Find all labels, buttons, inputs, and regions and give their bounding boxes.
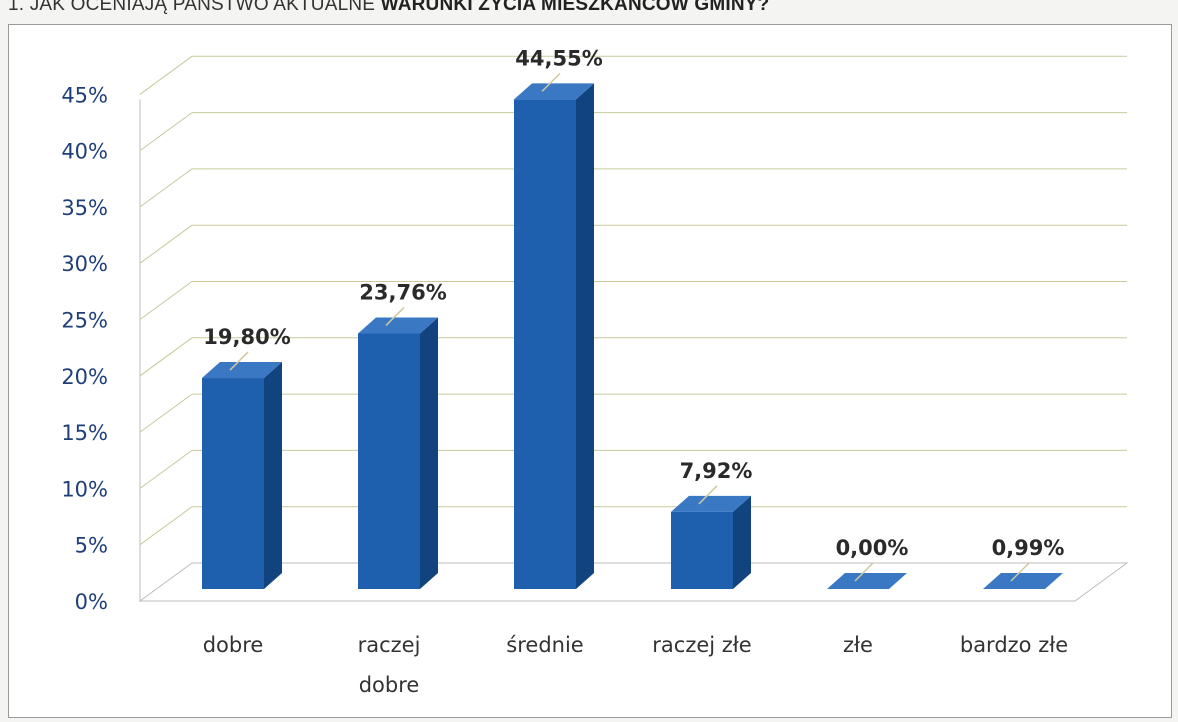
category-label: raczej złe: [652, 633, 751, 657]
leader-line: [1010, 562, 1030, 582]
gridline-diagonal: [139, 337, 193, 377]
y-tick-label: 0%: [75, 590, 108, 614]
bar-front: [202, 378, 264, 589]
y-axis-ticks: 0% 5% 10% 15% 20% 25% 30% 35% 40% 45%: [61, 83, 108, 614]
category-label-line: średnie: [506, 633, 583, 657]
bar: [671, 495, 751, 589]
y-tick-label: 15%: [61, 421, 108, 445]
bar: [827, 573, 907, 589]
bar-top: [514, 83, 594, 100]
category-label-line: dobre: [359, 673, 420, 697]
data-label: 19,80%: [203, 325, 290, 349]
bars: [202, 83, 1063, 589]
category-label-line: raczej: [358, 633, 421, 657]
grid-layer: [138, 55, 1129, 602]
data-label: 7,92%: [680, 459, 753, 483]
leader-line: [229, 351, 249, 371]
category-label-line: złe: [843, 633, 873, 657]
category-label: raczej dobre: [358, 633, 421, 697]
data-label: 44,55%: [515, 46, 602, 70]
data-label: 23,76%: [359, 280, 446, 304]
bar-side: [420, 317, 438, 589]
gridline-diagonal: [139, 281, 193, 320]
data-label: 0,99%: [992, 536, 1065, 560]
category-label-line: bardzo złe: [960, 633, 1068, 657]
page-heading: 1. JAK OCENIAJĄ PAŃSTWO AKTUALNE WARUNKI…: [8, 0, 769, 16]
leader-line: [541, 72, 561, 92]
floor-plane: [138, 562, 1129, 602]
leader-line: [854, 562, 874, 582]
bar: [514, 83, 594, 589]
gridline-diagonal: [139, 224, 193, 264]
page-heading-bold: WARUNKI ŻYCIA MIESZKAŃCÓW GMINY?: [380, 0, 770, 15]
category-label: bardzo złe: [960, 633, 1068, 657]
bar: [983, 573, 1063, 589]
gridline-diagonal: [139, 393, 193, 433]
bar-top: [671, 495, 751, 512]
category-label-line: dobre: [203, 633, 264, 657]
bar-top: [358, 317, 438, 334]
gridline-diagonal: [139, 112, 193, 152]
bar-front: [514, 99, 576, 589]
data-labels: 19,80% 23,76% 44,55% 7,92% 0,00% 0,99%: [203, 46, 1065, 582]
bar-side: [733, 495, 751, 589]
bar-front: [358, 333, 420, 589]
category-label: dobre: [203, 633, 264, 657]
category-label-line: raczej złe: [652, 633, 751, 657]
leader-line: [698, 485, 718, 505]
bar-top: [202, 362, 282, 379]
gridline-diagonal: [139, 449, 193, 489]
category-label: średnie: [506, 633, 583, 657]
page-heading-prefix: 1. JAK OCENIAJĄ PAŃSTWO AKTUALNE: [8, 0, 376, 15]
y-tick-label: 10%: [61, 477, 108, 501]
data-label: 0,00%: [836, 536, 909, 560]
bar-top: [983, 573, 1063, 589]
y-tick-label: 25%: [61, 309, 108, 333]
bar-top: [827, 573, 907, 589]
leader-line: [385, 306, 405, 326]
category-labels: dobre raczej dobre średnie raczej złe złe bard…: [203, 633, 1068, 697]
y-tick-label: 30%: [61, 252, 108, 276]
bar-side: [264, 362, 282, 589]
y-tick-label: 5%: [75, 534, 108, 558]
bar-side: [576, 83, 594, 589]
y-tick-label: 40%: [61, 140, 108, 164]
y-tick-label: 20%: [61, 365, 108, 389]
bar: [202, 362, 282, 589]
gridline-diagonal: [139, 55, 193, 95]
bar: [358, 317, 438, 589]
gridline-diagonal: [139, 506, 193, 546]
y-tick-label: 35%: [61, 196, 108, 220]
y-tick-label: 45%: [61, 83, 108, 107]
category-label: złe: [843, 633, 873, 657]
gridline-diagonal: [139, 168, 193, 208]
bar-front: [671, 511, 733, 589]
